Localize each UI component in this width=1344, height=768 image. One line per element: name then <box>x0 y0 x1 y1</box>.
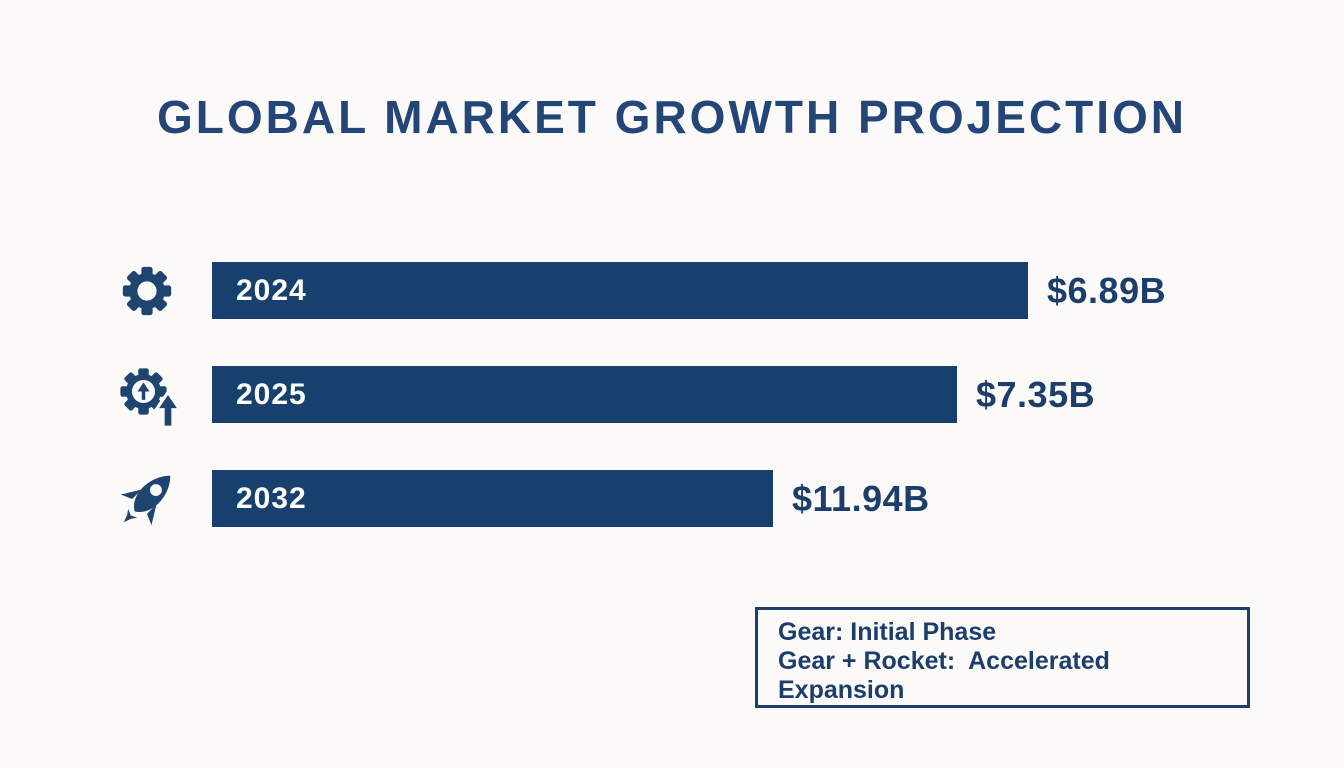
bar-row-2032: 2032 $11.94B <box>0 470 930 527</box>
bar-2024: 2024 <box>212 262 1028 319</box>
legend-line-gear: Gear: Initial Phase <box>778 618 997 646</box>
legend-line-gear-rocket: Gear + Rocket: Accelerated Expansion <box>778 647 1117 704</box>
chart-title: GLOBAL MARKET GROWTH PROJECTION <box>156 91 1188 143</box>
bar-2032: 2032 <box>212 470 773 527</box>
gear-icon <box>112 256 182 326</box>
gear-up-arrow-icon <box>112 360 182 430</box>
bar-year-label: 2024 <box>236 273 307 307</box>
legend-box: Gear: Initial Phase Gear + Rocket: Accel… <box>755 607 1250 708</box>
bar-year-label: 2025 <box>236 377 307 411</box>
bar-row-2025: 2025 $7.35B <box>0 366 1096 429</box>
bar-value-label: $6.89B <box>1047 269 1167 311</box>
bar-row-2024: 2024 $6.89B <box>0 262 1166 319</box>
bar-year-label: 2032 <box>236 481 307 515</box>
bar-value-label: $11.94B <box>792 477 930 519</box>
rocket-icon <box>112 464 182 534</box>
bar-2025: 2025 <box>212 366 957 423</box>
bar-value-label: $7.35B <box>976 373 1096 415</box>
